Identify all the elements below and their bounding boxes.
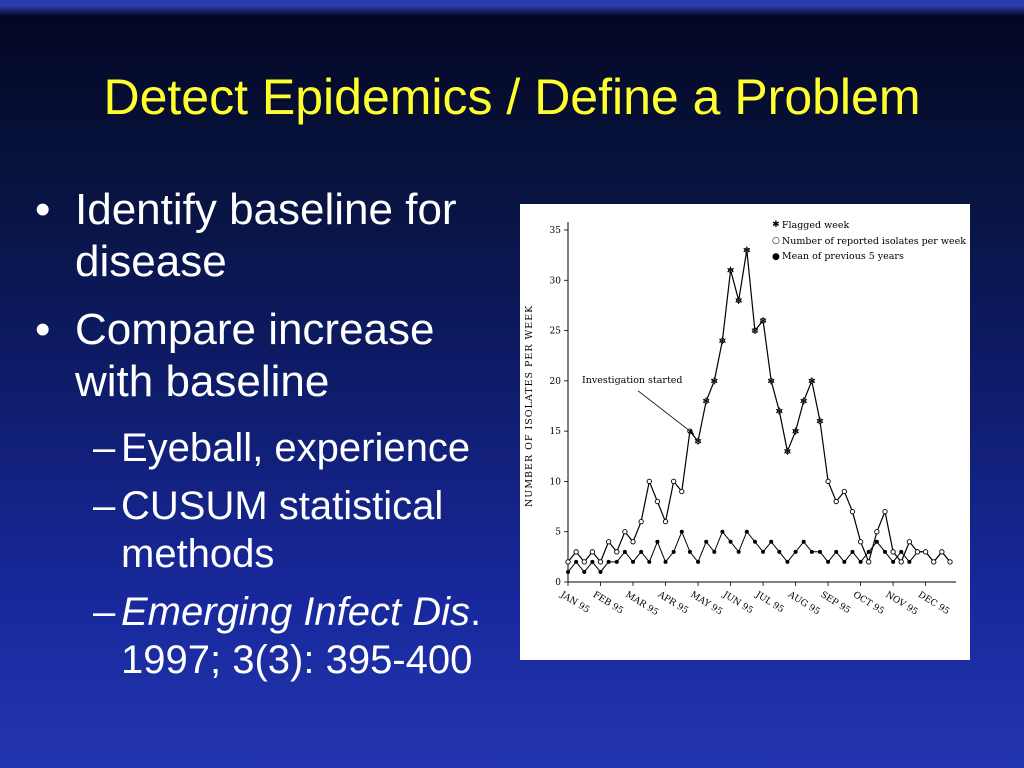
legend-label: Number of reported isolates per week	[781, 235, 966, 247]
svg-text:10: 10	[550, 477, 562, 487]
dash-marker: –	[93, 425, 116, 470]
filled-circle-marker-icon: ●	[771, 251, 780, 262]
chart-y-axis-label: NUMBER OF ISOLATES PER WEEK	[524, 304, 535, 508]
svg-text:NOV 95: NOV 95	[884, 590, 920, 618]
svg-text:JAN 95: JAN 95	[558, 590, 592, 616]
svg-text:0: 0	[555, 578, 561, 588]
svg-text:20: 20	[550, 377, 562, 387]
svg-text:25: 25	[550, 327, 562, 337]
svg-text:MAY 95: MAY 95	[688, 590, 724, 617]
legend-label: Flagged week	[781, 220, 850, 231]
sub-bullet-text: Eyeball, experience	[121, 425, 471, 470]
svg-text:35: 35	[550, 226, 562, 236]
citation-journal: Emerging Infect Dis	[121, 589, 471, 634]
legend-label: Mean of previous 5 years	[781, 251, 904, 263]
bullet-item: • Identify baseline for disease	[35, 184, 513, 288]
svg-text:JUN 95: JUN 95	[720, 590, 755, 617]
sub-bullet-item: – CUSUM statistical methods	[93, 482, 513, 578]
sub-bullet-item: – Eyeball, experience	[93, 424, 513, 472]
slide-title: Detect Epidemics / Define a Problem	[103, 69, 921, 125]
svg-text:SEP 95: SEP 95	[818, 590, 852, 616]
svg-text:AUG 95: AUG 95	[785, 590, 822, 618]
svg-text:FEB 95: FEB 95	[591, 590, 625, 617]
svg-text:30: 30	[550, 276, 562, 286]
svg-text:Investigation started: Investigation started	[582, 375, 682, 386]
bullet-marker: •	[35, 304, 51, 354]
bullet-item: • Compare increase with baseline	[35, 304, 513, 408]
svg-text:5: 5	[555, 528, 561, 538]
bullet-list: • Identify baseline for disease • Compar…	[35, 184, 513, 694]
sub-bullet-item: – Emerging Infect Dis. 1997; 3(3): 395-4…	[93, 588, 513, 684]
dash-marker: –	[93, 589, 116, 634]
bullet-text: Compare increase with baseline	[75, 304, 435, 406]
svg-text:JUL 95: JUL 95	[753, 590, 786, 616]
svg-text:DEC 95: DEC 95	[916, 590, 951, 617]
flagged-week-icon: ✱	[772, 220, 780, 231]
chart-legend: ✱ Flagged week ○ Number of reported isol…	[770, 218, 966, 265]
epidemic-curve-chart: 0 5 10 15 20 25 30 35 JAN 95 FEB 95 MAR 95 APR 95 MA…	[520, 204, 970, 660]
legend-item: ○ Number of reported isolates per week	[770, 234, 966, 250]
citation-text: Emerging Infect Dis. 1997; 3(3): 395-400	[121, 588, 513, 684]
svg-text:MAR 95: MAR 95	[623, 590, 660, 618]
dash-marker: –	[93, 483, 116, 528]
svg-text:APR 95: APR 95	[655, 590, 690, 617]
citation-rest: . 1997; 3(3): 395-400	[121, 589, 482, 682]
legend-item: ✱ Flagged week	[770, 218, 966, 234]
svg-text:OCT 95: OCT 95	[851, 590, 886, 617]
sub-bullet-text: CUSUM statistical methods	[121, 483, 444, 576]
bullet-text: Identify baseline for disease	[75, 185, 457, 286]
open-circle-marker-icon: ○	[771, 236, 780, 247]
legend-item: ● Mean of previous 5 years	[770, 249, 966, 265]
svg-text:15: 15	[550, 427, 562, 437]
bullet-marker: •	[35, 185, 51, 234]
